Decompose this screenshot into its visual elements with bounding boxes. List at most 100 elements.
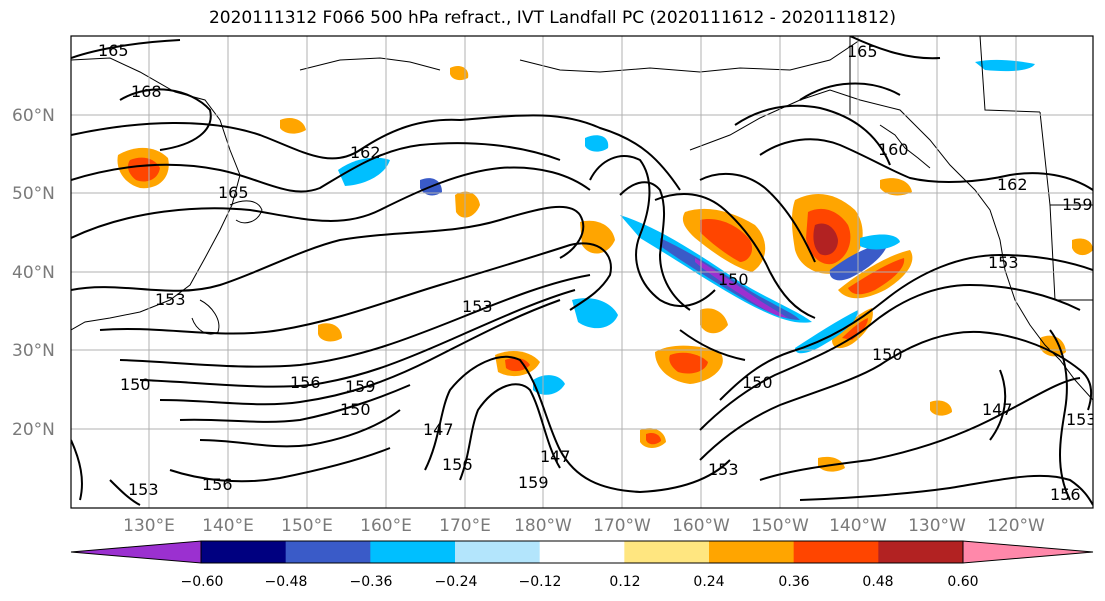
contour-label: 150 [872, 345, 903, 364]
colorbar-segment [793, 541, 879, 563]
latitude-axis: 60°N 50°N 40°N 30°N 20°N [12, 106, 55, 440]
longitude-axis: 130°E 140°E 150°E 160°E 170°E 180°W 170°… [123, 516, 1045, 536]
latitude-label: 50°N [12, 184, 55, 204]
contour-label: 159 [345, 377, 376, 396]
neg-anomaly-m [585, 135, 609, 152]
colorbar-tick-label: −0.24 [435, 574, 478, 590]
colorbar-tick-label: −0.12 [519, 574, 562, 590]
neg-anomaly-se-halo [860, 234, 900, 250]
longitude-label: 180°W [514, 516, 572, 536]
contour-label: 156 [442, 455, 473, 474]
colorbar-segment [201, 541, 287, 563]
pos-anomaly-b [580, 220, 615, 254]
latitude-label: 20°N [12, 420, 55, 440]
latitude-label: 40°N [12, 263, 55, 283]
contour-label: 165 [847, 42, 878, 61]
map-plot-area: 165 168 162 165 153 150 156 159 153 150 … [71, 36, 1097, 508]
colorbar-segment [455, 541, 541, 563]
neg-anomaly-north [338, 157, 390, 186]
colorbar-extend-max [962, 540, 1094, 564]
pos-anomaly-coast [832, 308, 873, 349]
pos-anomaly-c-core [505, 357, 530, 372]
height-contours [71, 36, 1093, 506]
neg-anomaly-n [975, 59, 1035, 72]
contour-label: 147 [423, 420, 454, 439]
pos-anomaly-central-core [700, 219, 753, 262]
graticule [71, 36, 1093, 508]
colorbar-segment [539, 541, 625, 563]
contour-label: 159 [518, 473, 549, 492]
pos-anomaly-coast-core [842, 318, 868, 340]
contour-labels: 165 168 162 165 153 150 156 159 153 150 … [98, 41, 1097, 504]
longitude-label: 150°E [281, 516, 333, 536]
neg-anomaly-coast [795, 310, 858, 354]
contour-label: 168 [131, 82, 162, 101]
longitude-label: 160°E [360, 516, 412, 536]
colorbar-segment [624, 541, 710, 563]
pos-anomaly-a [455, 191, 480, 218]
contour-label: 159 [1062, 195, 1093, 214]
pos-anomaly-o [880, 178, 912, 196]
longitude-label: 130°W [908, 516, 966, 536]
latitude-label: 30°N [12, 341, 55, 361]
latitude-label: 60°N [12, 106, 55, 126]
contour-label: 150 [742, 373, 773, 392]
pos-anomaly-d [700, 308, 728, 334]
pos-anomaly-e-core [646, 432, 661, 445]
colorbar-tick-label: 0.24 [693, 574, 724, 590]
neg-anomaly-mid [572, 298, 618, 329]
colorbar-segment [878, 541, 964, 563]
map-title: 2020111312 F066 500 hPa refract., IVT La… [208, 8, 896, 28]
longitude-label: 140°W [829, 516, 887, 536]
pos-anomaly-h [1040, 335, 1066, 357]
longitude-label: 140°E [202, 516, 254, 536]
longitude-label: 170°E [439, 516, 491, 536]
contour-label: 153 [462, 297, 493, 316]
colorbar-tick-label: 0.48 [862, 574, 893, 590]
colorbar-tick-label: 0.60 [947, 574, 978, 590]
longitude-label: 170°W [593, 516, 651, 536]
colorbar-tick-label: 0.12 [609, 574, 640, 590]
pos-anomaly-subtropic-core [669, 352, 708, 374]
neg-anomaly-se [829, 243, 888, 281]
colorbar-segment [285, 541, 371, 563]
contour-label: 156 [1050, 485, 1081, 504]
contour-label: 147 [540, 447, 571, 466]
colorbar-frame [200, 540, 964, 564]
contour-label: 153 [708, 460, 739, 479]
contour-label: 147 [982, 400, 1013, 419]
colorbar-tick-label: 0.36 [778, 574, 809, 590]
pos-anomaly-p [1072, 238, 1093, 256]
contour-label: 160 [878, 140, 909, 159]
colorbar-ticks: −0.60 −0.48 −0.36 −0.24 −0.12 0.12 0.24 … [181, 574, 979, 590]
contour-label: 153 [988, 253, 1019, 272]
longitude-label: 130°E [123, 516, 175, 536]
pos-anomaly-k [280, 118, 306, 134]
longitude-label: 150°W [751, 516, 809, 536]
contour-label: 153 [1066, 410, 1097, 429]
contour-label: 165 [98, 41, 129, 60]
pos-anomaly-i [318, 323, 342, 342]
pos-anomaly-j [450, 66, 469, 81]
colorbar-tick-label: −0.60 [181, 574, 224, 590]
contour-label: 162 [350, 143, 381, 162]
pos-anomaly-west-core [128, 157, 160, 182]
contour-label: 153 [128, 480, 159, 499]
pos-anomaly-se-core [848, 258, 905, 295]
map-frame [70, 35, 1094, 509]
colorbar-tick-label: −0.36 [350, 574, 393, 590]
colorbar: −0.60 −0.48 −0.36 −0.24 −0.12 0.12 0.24 … [70, 540, 1094, 590]
longitude-label: 120°W [987, 516, 1045, 536]
longitude-label: 160°W [672, 516, 730, 536]
contour-label: 150 [120, 375, 151, 394]
neg-anomaly-south [533, 375, 565, 395]
contour-label: 156 [290, 373, 321, 392]
pos-anomaly-g [930, 400, 952, 416]
contour-label: 150 [340, 400, 371, 419]
colorbar-segments [70, 540, 1094, 564]
colorbar-tick-label: −0.48 [265, 574, 308, 590]
neg-anomaly-peak [695, 258, 788, 318]
contour-label: 156 [202, 475, 233, 494]
colorbar-segment [709, 541, 795, 563]
